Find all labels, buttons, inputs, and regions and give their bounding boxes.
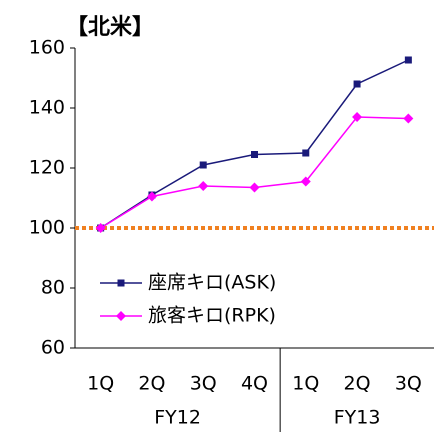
y-tick-label: 120 [29,157,65,179]
series-line [100,116,409,229]
data-point [146,191,157,202]
legend-marker [116,311,126,321]
x-tick-label: 1Q [292,373,319,395]
y-tick-label: 160 [29,37,65,59]
group-label: FY12 [154,407,201,429]
legend-label: 座席キロ(ASK) [148,272,276,294]
y-tick-label: 80 [41,277,65,299]
data-point [199,161,207,169]
x-tick-label: 1Q [87,373,114,395]
data-point [300,176,311,187]
legend-marker [117,279,125,287]
y-tick-label: 140 [29,97,65,119]
x-tick-label: 2Q [344,373,371,395]
data-point [198,181,209,191]
data-point [95,223,106,233]
x-tick-label: 3Q [190,373,217,395]
series-line [100,59,409,229]
data-point [404,56,412,64]
chart-title: 【北米】 [66,15,154,40]
x-tick-label: 3Q [395,373,422,395]
data-point [403,113,414,124]
data-point [353,80,361,88]
data-point [302,149,310,157]
x-tick-label: 2Q [138,373,165,395]
group-label: FY13 [334,407,381,429]
y-tick-label: 100 [29,217,65,239]
x-tick-label: 4Q [241,373,268,395]
data-point [251,151,258,158]
legend-label: 旅客キロ(RPK) [148,305,276,327]
data-point [249,182,260,193]
y-tick-label: 60 [41,337,65,359]
data-point [352,112,363,122]
